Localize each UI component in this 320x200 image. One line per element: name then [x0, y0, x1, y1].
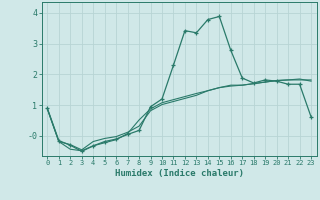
X-axis label: Humidex (Indice chaleur): Humidex (Indice chaleur) — [115, 169, 244, 178]
